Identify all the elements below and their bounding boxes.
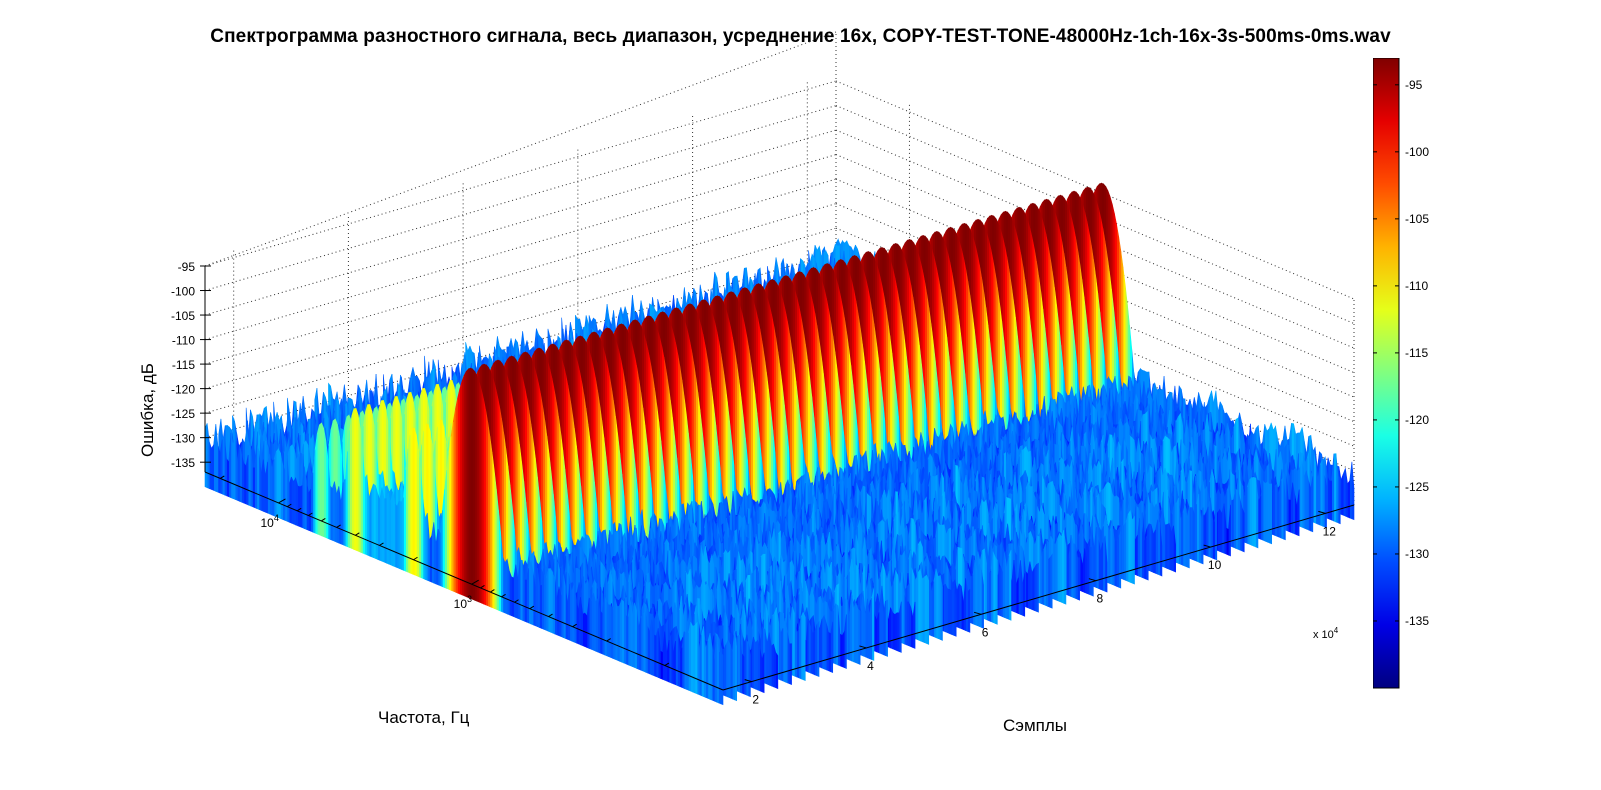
surface-strip xyxy=(1166,522,1170,570)
surface-strip xyxy=(1313,451,1317,524)
surface-strip xyxy=(1349,461,1353,520)
grid-line xyxy=(204,252,837,439)
surface-strip xyxy=(1347,480,1350,519)
grid-line xyxy=(835,227,1355,447)
surface-strip xyxy=(1168,523,1172,571)
surface-strip xyxy=(1244,486,1248,544)
surface-strip xyxy=(1155,519,1158,575)
grid-line xyxy=(204,203,837,390)
surface-strip xyxy=(1337,476,1341,525)
grid-line xyxy=(204,154,837,341)
surface-strip xyxy=(1253,477,1257,548)
surface-strip xyxy=(1132,515,1135,585)
surface-strip xyxy=(1306,470,1309,531)
surface-strip xyxy=(1235,489,1239,550)
surface-strip xyxy=(1121,524,1125,580)
surface-strip xyxy=(1189,507,1193,560)
surface-strip xyxy=(1143,537,1147,580)
grid-line xyxy=(835,203,1355,423)
grid-line xyxy=(835,129,1355,349)
surface-strip xyxy=(1090,543,1094,597)
surface-strip xyxy=(1118,531,1122,589)
surface-strip xyxy=(1171,525,1174,572)
surface-strip xyxy=(1164,524,1168,569)
surface-strip xyxy=(1114,540,1117,587)
surface-strip xyxy=(1333,453,1337,523)
grid-line xyxy=(835,80,1355,300)
surface-strip xyxy=(1139,518,1143,578)
surface-strip xyxy=(1329,480,1332,521)
grid-line xyxy=(835,154,1355,374)
surface-strip xyxy=(1324,475,1327,529)
surface-strip xyxy=(1308,480,1311,532)
surface-strip xyxy=(1107,526,1111,584)
surface-strip xyxy=(1239,498,1243,552)
surface-strip xyxy=(1180,512,1184,566)
surface-strip xyxy=(1303,470,1307,530)
surface-strip xyxy=(1200,507,1204,565)
surface-strip xyxy=(1276,484,1280,538)
surface-strip xyxy=(1342,468,1346,517)
surface-strip xyxy=(1072,543,1076,599)
surface-strip xyxy=(1345,468,1348,518)
surface-strip xyxy=(1221,503,1225,554)
grid-line xyxy=(204,105,837,292)
surface-strip xyxy=(1184,504,1188,568)
surface-strip xyxy=(1205,506,1209,557)
grid-line xyxy=(204,80,837,267)
surface-strip xyxy=(1182,504,1186,567)
grid-line xyxy=(204,178,837,365)
surface-strip xyxy=(1264,481,1268,543)
surface-strip xyxy=(1241,507,1245,553)
surface-strip xyxy=(1194,503,1197,562)
surface-strip xyxy=(1109,519,1113,585)
surface-strip xyxy=(1262,480,1266,542)
surface-strip xyxy=(1157,518,1161,576)
grid-line xyxy=(204,129,837,316)
surface-strip xyxy=(1288,499,1291,533)
surface-strip xyxy=(1186,506,1190,569)
surface-strip xyxy=(1150,524,1154,573)
surface-strip xyxy=(1145,533,1149,581)
surface-strip xyxy=(1077,557,1080,601)
surface-strip xyxy=(1129,510,1133,584)
surface-strip xyxy=(1176,497,1179,564)
surface-strip xyxy=(1219,508,1223,553)
surface-strip xyxy=(1088,545,1092,596)
surface-layer xyxy=(204,182,1355,706)
surface-strip xyxy=(1212,518,1215,560)
surface-strip xyxy=(1319,460,1323,527)
surface-strip xyxy=(1299,460,1303,528)
grid-line xyxy=(204,31,837,267)
surface-strip xyxy=(1095,527,1099,589)
chart-title: Спектрограмма разностного сигнала, весь … xyxy=(210,26,1391,47)
surface-strip xyxy=(1100,542,1104,591)
surface-strip xyxy=(1267,481,1270,544)
surface-strip xyxy=(1237,489,1241,551)
grid-line xyxy=(835,105,1355,324)
surface-strip xyxy=(1153,529,1156,574)
grid-line xyxy=(204,227,837,414)
surface-strip xyxy=(1269,483,1272,545)
grid-line xyxy=(835,178,1355,398)
surface-strip xyxy=(1246,480,1250,545)
surface-strip xyxy=(1196,493,1200,563)
surface-strip xyxy=(1207,497,1211,558)
surface-strip xyxy=(1116,536,1119,588)
surface-strip xyxy=(1251,477,1254,547)
surface-strip xyxy=(1102,535,1106,592)
surface-strip xyxy=(1280,476,1284,540)
